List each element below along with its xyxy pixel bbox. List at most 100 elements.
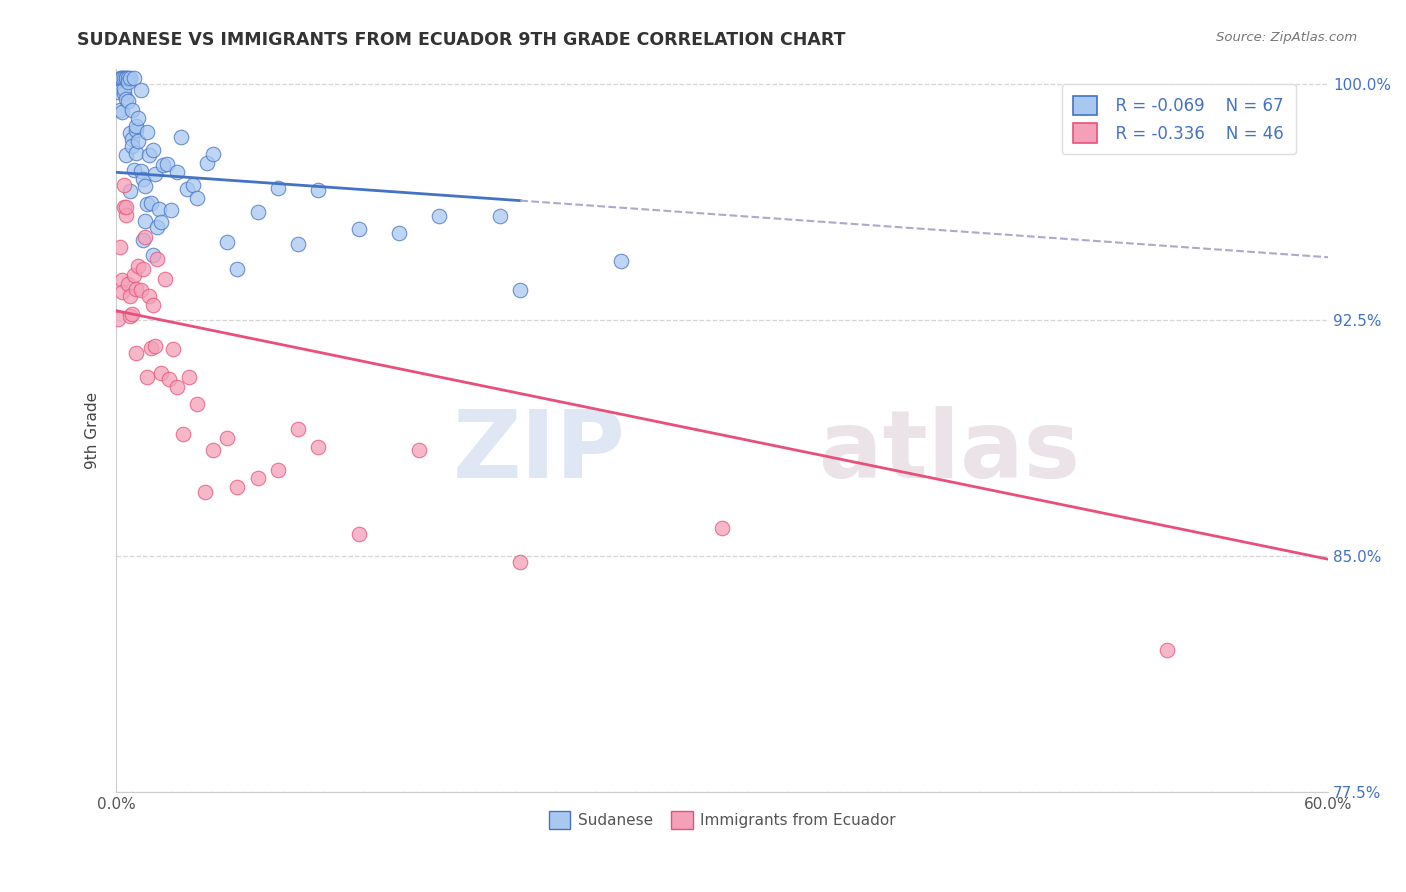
Point: [115, 148, 138, 162]
Point: [429, 209, 451, 223]
Point: [181, 178, 204, 192]
Point: [129, 83, 152, 97]
Point: [112, 87, 135, 101]
Point: [111, 273, 134, 287]
Point: [120, 289, 142, 303]
Point: [162, 342, 184, 356]
Point: [125, 282, 148, 296]
Point: [115, 92, 138, 106]
Point: [115, 208, 138, 222]
Point: [120, 126, 142, 140]
Point: [246, 471, 269, 485]
Point: [509, 283, 531, 297]
Point: [246, 205, 269, 219]
Point: [145, 220, 167, 235]
Point: [112, 82, 135, 96]
Text: ZIP: ZIP: [453, 406, 626, 498]
Point: [135, 125, 157, 139]
Point: [124, 70, 146, 85]
Point: [509, 555, 531, 569]
Point: [134, 178, 156, 193]
Point: [135, 197, 157, 211]
Point: [194, 484, 217, 499]
Point: [159, 203, 181, 218]
Point: [217, 431, 239, 445]
Point: [117, 75, 139, 89]
Point: [129, 164, 152, 178]
Point: [177, 370, 200, 384]
Text: SUDANESE VS IMMIGRANTS FROM ECUADOR 9TH GRADE CORRELATION CHART: SUDANESE VS IMMIGRANTS FROM ECUADOR 9TH …: [77, 31, 846, 49]
Y-axis label: 9th Grade: 9th Grade: [86, 392, 100, 469]
Point: [139, 342, 162, 356]
Point: [121, 306, 143, 320]
Point: [166, 380, 188, 394]
Point: [139, 196, 162, 211]
Point: [226, 480, 249, 494]
Point: [287, 422, 309, 436]
Point: [202, 146, 225, 161]
Point: [111, 70, 134, 85]
Point: [152, 158, 174, 172]
Point: [186, 191, 208, 205]
Point: [115, 70, 138, 85]
Point: [124, 268, 146, 282]
Point: [143, 339, 166, 353]
Point: [1156, 643, 1178, 657]
Point: [111, 70, 134, 85]
Text: Source: ZipAtlas.com: Source: ZipAtlas.com: [1216, 31, 1357, 45]
Point: [125, 120, 148, 134]
Point: [217, 235, 239, 249]
Point: [110, 240, 132, 254]
Point: [129, 283, 152, 297]
Point: [110, 70, 132, 85]
Point: [120, 310, 142, 324]
Point: [134, 230, 156, 244]
Point: [172, 427, 194, 442]
Point: [120, 184, 142, 198]
Point: [287, 237, 309, 252]
Point: [347, 222, 370, 236]
Point: [142, 298, 165, 312]
Point: [131, 171, 153, 186]
Point: [138, 148, 160, 162]
Point: [112, 178, 135, 192]
Point: [143, 167, 166, 181]
Point: [120, 70, 142, 85]
Point: [107, 311, 129, 326]
Point: [307, 183, 329, 197]
Point: [388, 227, 411, 241]
Point: [121, 131, 143, 145]
Point: [135, 369, 157, 384]
Text: atlas: atlas: [820, 406, 1080, 498]
Point: [111, 104, 134, 119]
Point: [117, 94, 139, 108]
Point: [307, 440, 329, 454]
Point: [124, 163, 146, 178]
Point: [117, 277, 139, 292]
Point: [195, 155, 218, 169]
Point: [148, 202, 170, 216]
Point: [267, 180, 290, 194]
Point: [157, 371, 180, 385]
Point: [125, 123, 148, 137]
Point: [117, 70, 139, 85]
Point: [145, 252, 167, 266]
Point: [142, 144, 165, 158]
Point: [267, 463, 290, 477]
Point: [127, 111, 149, 125]
Point: [107, 85, 129, 99]
Point: [110, 103, 132, 117]
Point: [131, 233, 153, 247]
Point: [134, 213, 156, 227]
Point: [131, 262, 153, 277]
Point: [142, 248, 165, 262]
Point: [127, 134, 149, 148]
Point: [489, 209, 512, 223]
Point: [121, 138, 143, 153]
Point: [112, 70, 135, 85]
Point: [125, 146, 148, 161]
Point: [153, 272, 176, 286]
Point: [149, 366, 172, 380]
Point: [226, 261, 249, 276]
Point: [121, 103, 143, 118]
